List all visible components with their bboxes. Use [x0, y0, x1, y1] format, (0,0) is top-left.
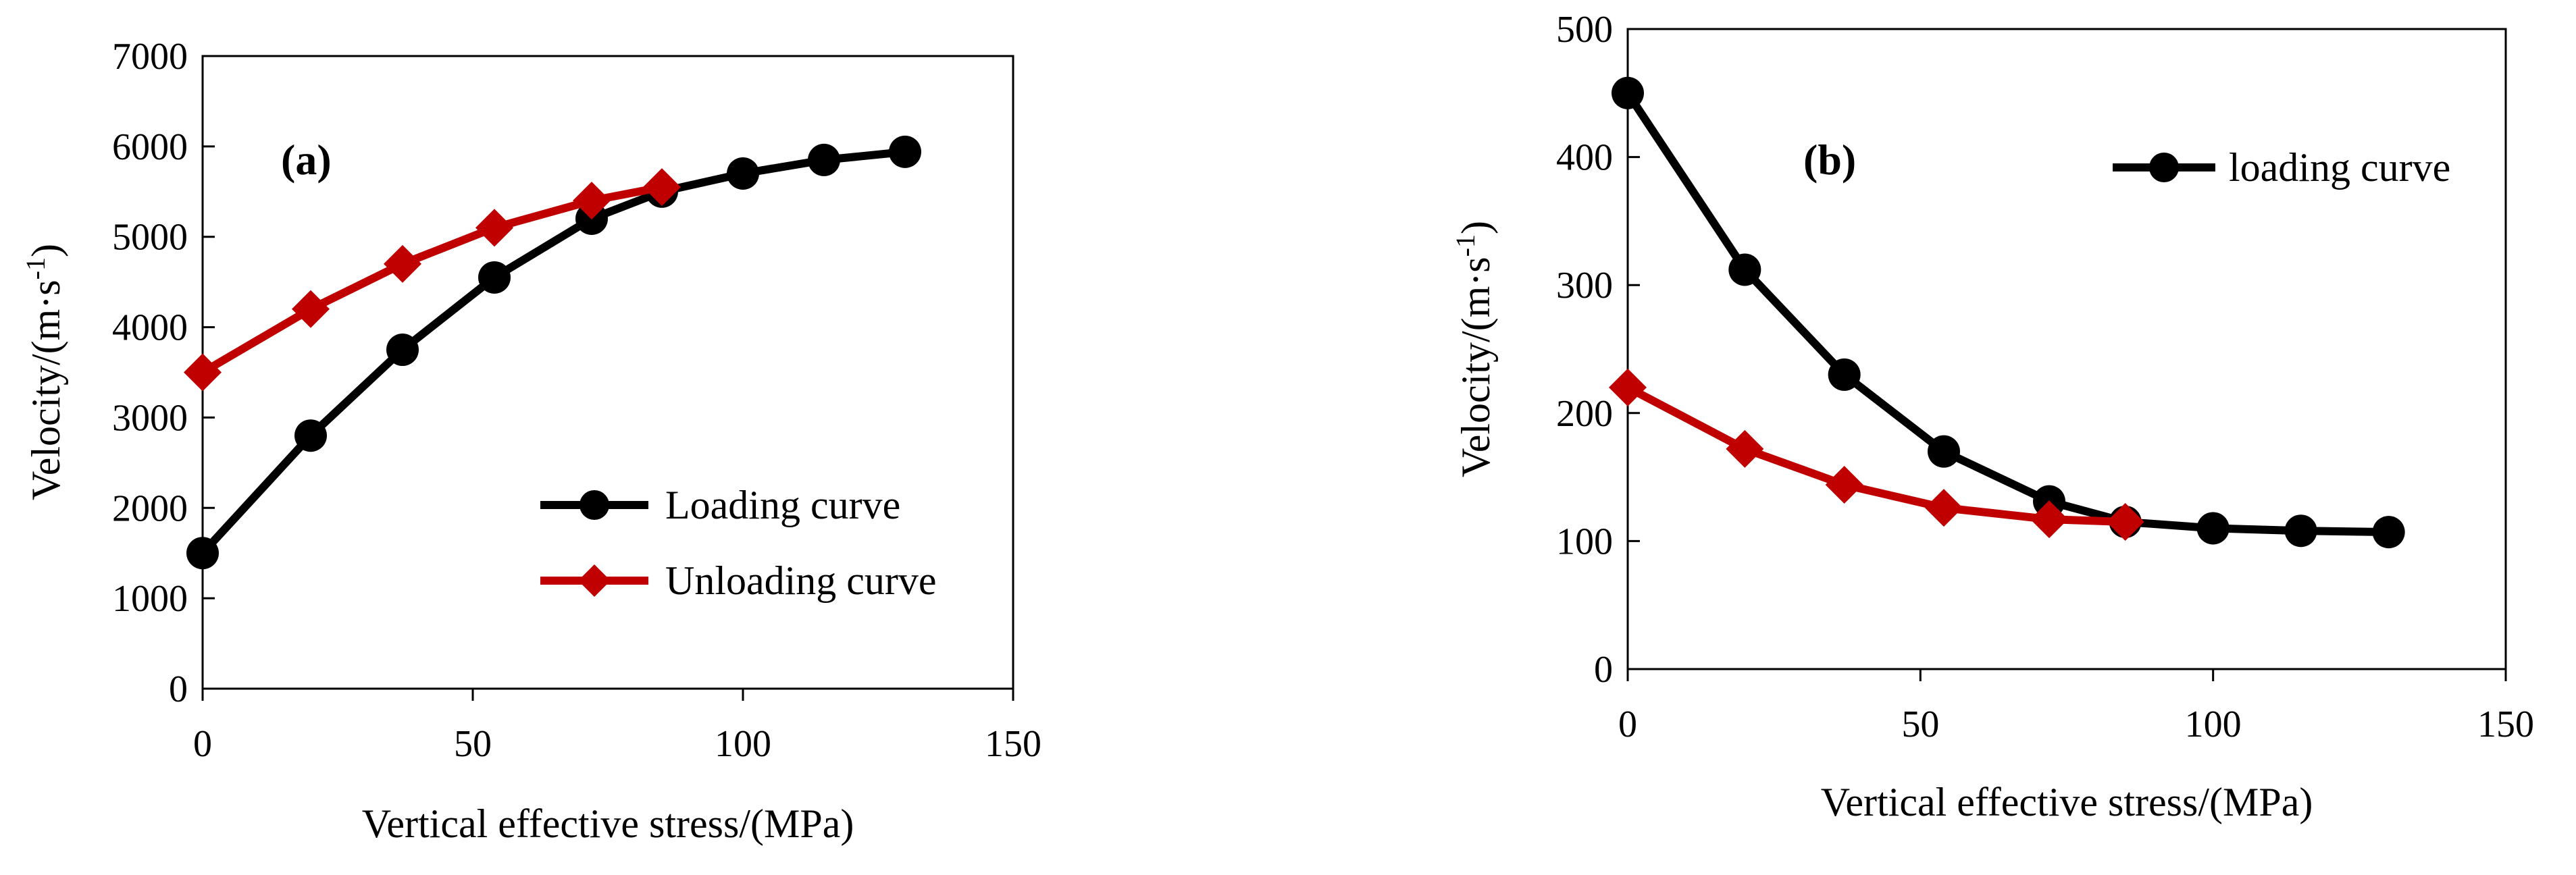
x-axis-ticks: 0 50 100 150: [1618, 669, 2534, 745]
data-point: [292, 290, 330, 328]
y-tick-label: 6000: [112, 126, 188, 168]
data-point: [573, 182, 611, 220]
legend-item-loading: Loading curve: [540, 483, 900, 527]
data-point: [186, 537, 219, 570]
data-point: [475, 209, 513, 247]
y-axis-label: Velocity/(m·s-1): [20, 244, 68, 500]
series-layer: [1609, 76, 2405, 549]
y-tick-label: 100: [1556, 521, 1613, 562]
data-point: [1925, 489, 1963, 527]
x-tick-label: 0: [193, 723, 212, 765]
x-tick-label: 100: [715, 723, 771, 765]
data-point: [478, 261, 511, 294]
data-point: [1825, 465, 1863, 504]
data-point: [2030, 500, 2068, 539]
data-point: [1612, 76, 1644, 109]
y-tick-label: 300: [1556, 265, 1613, 307]
chart-b: 0 100 200 300 400 500 0 50 100 150 (b) Vertical …: [1450, 9, 2534, 824]
legend-label-unloading: Unloading curve: [665, 558, 937, 603]
x-tick-label: 50: [1901, 704, 1939, 745]
data-point: [808, 143, 840, 176]
series-series-2: [1609, 368, 2144, 541]
data-point: [727, 157, 759, 190]
data-point: [384, 244, 421, 283]
data-point: [1726, 429, 1764, 468]
y-tick-label: 500: [1556, 9, 1613, 51]
y-tick-label: 200: [1556, 393, 1613, 435]
data-point: [1828, 358, 1861, 391]
data-point: [643, 168, 681, 207]
y-tick-label: 0: [169, 668, 188, 710]
data-point: [1928, 435, 1960, 468]
x-tick-label: 50: [454, 723, 492, 765]
legend: Loading curve Unloading curve: [540, 483, 937, 603]
x-tick-label: 150: [985, 723, 1041, 765]
x-axis-label: Vertical effective stress/(MPa): [362, 801, 854, 846]
y-axis-ticks: 0 100 200 300 400 500: [1556, 9, 1640, 691]
data-point: [386, 334, 419, 367]
data-point: [2284, 514, 2317, 548]
y-axis-label: Velocity/(m·s-1): [1450, 221, 1498, 477]
data-point: [294, 419, 327, 452]
panel-label: (b): [1803, 136, 1856, 184]
y-tick-label: 4000: [112, 307, 188, 349]
y-tick-label: 3000: [112, 397, 188, 439]
legend-swatch-loading-marker: [2149, 153, 2179, 182]
data-point: [184, 353, 222, 392]
data-point: [2372, 516, 2405, 549]
data-point: [2196, 512, 2230, 545]
y-tick-label: 7000: [112, 36, 188, 78]
y-tick-label: 0: [1594, 649, 1613, 691]
panel-label: (a): [281, 136, 332, 184]
legend: loading curve: [2113, 145, 2450, 190]
series-unloading-curve: [184, 168, 681, 392]
plot-area-frame: [1626, 28, 2507, 670]
legend-label-loading: loading curve: [2229, 145, 2450, 190]
data-point: [1728, 253, 1761, 286]
legend-swatch-loading-marker: [579, 490, 609, 520]
y-tick-label: 1000: [112, 578, 188, 620]
y-tick-label: 400: [1556, 137, 1613, 179]
data-point: [1609, 368, 1647, 406]
legend-item-loading: loading curve: [2113, 145, 2450, 190]
y-tick-label: 2000: [112, 487, 188, 529]
legend-item-unloading: Unloading curve: [540, 558, 937, 603]
data-point: [889, 135, 921, 168]
y-tick-label: 5000: [112, 217, 188, 259]
x-axis-label: Vertical effective stress/(MPa): [1821, 780, 2313, 824]
x-tick-label: 150: [2477, 704, 2534, 745]
series-layer: [184, 135, 921, 570]
x-tick-label: 0: [1618, 704, 1637, 745]
legend-label-loading: Loading curve: [665, 483, 900, 527]
legend-swatch-unloading-marker: [578, 564, 611, 597]
y-axis-ticks: 0 1000 2000 3000 4000 5000 6000 7000: [112, 36, 215, 710]
data-point: [2106, 502, 2144, 541]
x-tick-label: 100: [2185, 704, 2242, 745]
x-axis-ticks: 0 50 100 150: [193, 689, 1041, 765]
